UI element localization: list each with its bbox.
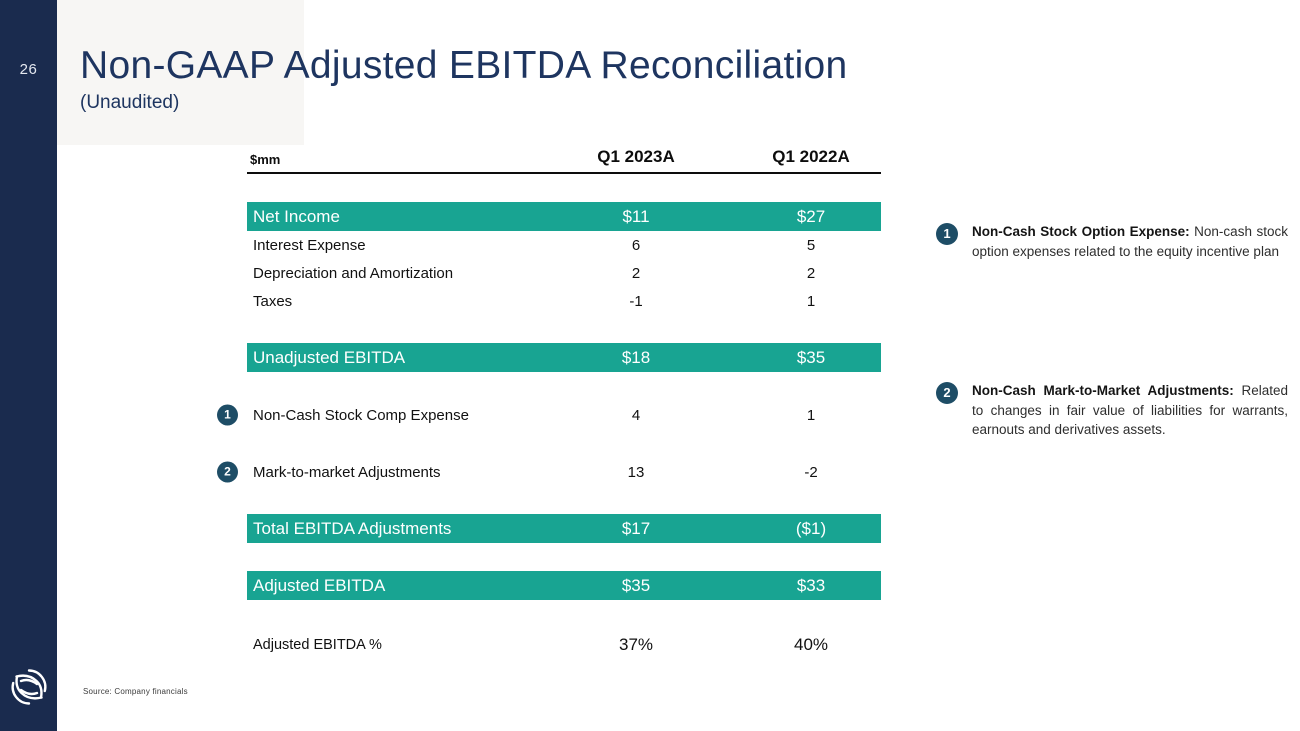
- sidebar: 26: [0, 0, 57, 731]
- table-row: Adjusted EBITDA $35 $33: [247, 571, 881, 600]
- row-value-q1-2023a: $11: [622, 206, 650, 226]
- row-value-q1-2022a: $33: [796, 575, 826, 595]
- page-number: 26: [19, 61, 38, 78]
- row-value-q1-2023a: 13: [627, 463, 645, 481]
- row-label: Interest Expense: [253, 236, 366, 254]
- row-label: Depreciation and Amortization: [253, 264, 454, 282]
- title-background-shade: [57, 0, 304, 145]
- footnote-2-badge: 2: [936, 382, 958, 404]
- footnote-2: 2 Non-Cash Mark-to-Market Adjustments: R…: [936, 381, 1288, 440]
- table-row: Taxes -1 1: [247, 287, 881, 315]
- footnote-1-body: Non-cash stock option expenses related t…: [972, 224, 1288, 259]
- slide-header: Non-GAAP Adjusted EBITDA Reconciliation …: [80, 44, 848, 114]
- table-row: Depreciation and Amortization 2 2: [247, 259, 881, 287]
- table-row: Net Income $11 $27: [247, 202, 881, 231]
- source-note: Source: Company financials: [83, 687, 188, 696]
- row-value-q1-2022a: ($1): [795, 518, 827, 538]
- row-note-badge: 2: [217, 461, 238, 483]
- unit-label: $mm: [250, 152, 281, 167]
- footnote-2-title: Non-Cash Mark-to-Market Adjustments:: [972, 383, 1234, 398]
- row-label: Non-Cash Stock Comp Expense: [253, 406, 469, 424]
- row-value-q1-2022a: $35: [796, 347, 826, 367]
- page-subtitle: (Unaudited): [80, 92, 180, 113]
- row-value-q1-2022a: 1: [806, 292, 816, 310]
- row-label: Unadjusted EBITDA: [253, 347, 406, 367]
- table-row: Interest Expense 6 5: [247, 231, 881, 259]
- row-value-q1-2022a: 40%: [793, 635, 829, 654]
- footnote-1-text: Non-Cash Stock Option Expense: Non-cash …: [972, 222, 1288, 261]
- row-value-q1-2023a: -1: [629, 292, 643, 310]
- table-header-row: $mm Q1 2023A Q1 2022A: [247, 146, 881, 174]
- row-value-q1-2022a: 5: [806, 236, 816, 254]
- row-value-q1-2023a: $18: [621, 347, 651, 367]
- row-value-q1-2022a: 1: [806, 406, 816, 424]
- row-value-q1-2022a: $27: [796, 206, 826, 226]
- row-note-badge: 1: [217, 404, 238, 426]
- row-label: Mark-to-market Adjustments: [253, 463, 441, 481]
- row-label: Total EBITDA Adjustments: [253, 518, 452, 538]
- footnote-2-body: Related to changes in fair value of liab…: [972, 383, 1288, 438]
- row-value-q1-2023a: 4: [631, 406, 641, 424]
- footnote-1-badge: 1: [936, 223, 958, 245]
- row-label: Adjusted EBITDA: [253, 575, 386, 595]
- column-header-q1-2023a: Q1 2023A: [597, 147, 675, 166]
- row-label: Adjusted EBITDA %: [253, 637, 382, 653]
- column-header-q1-2022a: Q1 2022A: [772, 147, 850, 166]
- row-value-q1-2023a: $17: [621, 518, 651, 538]
- row-value-q1-2023a: 2: [631, 264, 641, 282]
- footnote-1-title: Non-Cash Stock Option Expense:: [972, 224, 1190, 239]
- table-row: 1 Non-Cash Stock Comp Expense 4 1: [217, 401, 881, 429]
- row-label: Taxes: [253, 292, 293, 310]
- footnote-1: 1 Non-Cash Stock Option Expense: Non-cas…: [936, 222, 1288, 261]
- row-value-q1-2022a: 2: [806, 264, 816, 282]
- company-swirl-logo-icon: [9, 667, 49, 707]
- row-value-q1-2022a: -2: [804, 463, 818, 481]
- row-value-q1-2023a: 37%: [618, 635, 654, 654]
- table-row: Unadjusted EBITDA $18 $35: [247, 343, 881, 372]
- footnote-2-text: Non-Cash Mark-to-Market Adjustments: Rel…: [972, 381, 1288, 440]
- table-row: Adjusted EBITDA % 37% 40%: [247, 631, 881, 659]
- page-title: Non-GAAP Adjusted EBITDA Reconciliation: [80, 44, 848, 87]
- row-value-q1-2023a: $35: [621, 575, 651, 595]
- table-body: Net Income $11 $27 Interest Expense 6 5 …: [217, 202, 881, 659]
- ebitda-reconciliation-table: $mm Q1 2023A Q1 2022A Net Income $11 $27…: [217, 146, 881, 659]
- table-row: 2 Mark-to-market Adjustments 13 -2: [217, 458, 881, 486]
- row-value-q1-2023a: 6: [631, 236, 641, 254]
- row-label: Net Income: [253, 206, 340, 226]
- table-row: Total EBITDA Adjustments $17 ($1): [247, 514, 881, 543]
